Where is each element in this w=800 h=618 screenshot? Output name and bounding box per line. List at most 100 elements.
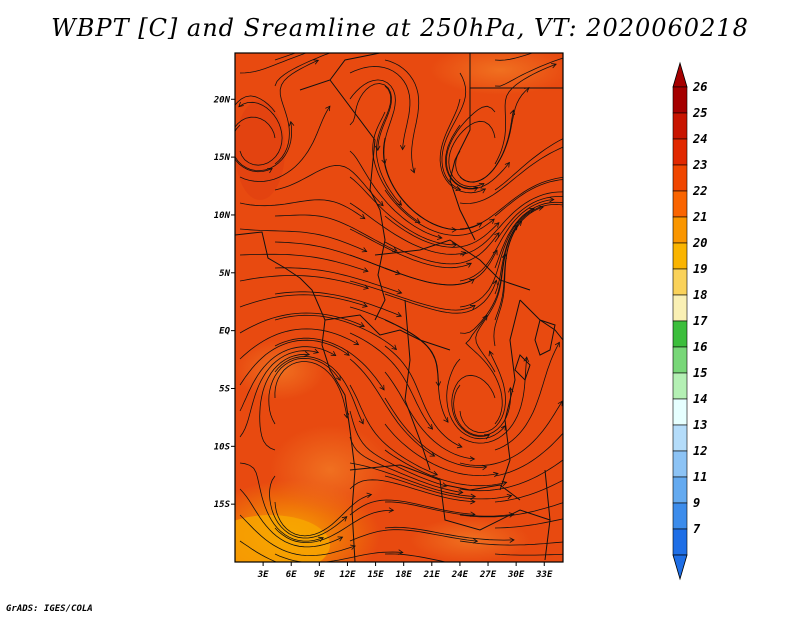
streamline-arrow: [396, 312, 402, 318]
streamline-arrow: [472, 186, 479, 192]
colorbar-swatch: [672, 190, 688, 218]
colorbar-swatch: [672, 294, 688, 322]
streamline: [494, 53, 534, 61]
colorbar-label: 14: [693, 392, 707, 406]
streamline-arrow: [288, 120, 295, 127]
colorbar-swatch: [672, 502, 688, 530]
streamline: [459, 176, 563, 230]
streamline: [459, 459, 563, 492]
streamline-arrow: [316, 47, 321, 52]
streamline-arrow: [543, 47, 548, 52]
streamline: [384, 345, 463, 448]
streamline: [239, 488, 343, 548]
streamline: [235, 95, 276, 113]
streamline-arrow: [391, 344, 398, 351]
streamline: [239, 199, 366, 219]
streamline-arrow: [493, 222, 500, 228]
streamline: [459, 146, 563, 205]
colorbar-swatch: [672, 164, 688, 192]
streamline: [274, 509, 394, 544]
streamline: [349, 384, 438, 476]
streamline-arrow: [567, 195, 572, 200]
streamline-arrow: [335, 375, 341, 382]
streamline-arrow: [410, 167, 416, 174]
streamline: [384, 449, 507, 487]
colorbar-label: 15: [693, 366, 707, 380]
colorbar-swatch: [672, 242, 688, 270]
streamline: [459, 502, 563, 518]
streamline-arrow: [362, 302, 368, 308]
lon-tick-label: 33E: [535, 570, 553, 580]
colorbar-swatch: [672, 476, 688, 504]
streamline: [349, 499, 475, 516]
streamline: [448, 120, 496, 188]
streamline: [274, 165, 384, 206]
streamline: [475, 253, 506, 373]
streamline: [349, 280, 476, 311]
streamline-arrow: [396, 289, 403, 295]
streamline: [384, 526, 515, 541]
lon-tick-label: 21E: [423, 570, 441, 580]
colorbar-label: 13: [693, 418, 707, 432]
streamline-arrow: [466, 262, 472, 268]
streamline: [494, 196, 563, 243]
streamline-arrow: [358, 418, 364, 425]
streamline-arrow: [379, 384, 385, 391]
streamline-arrow: [381, 158, 387, 165]
streamline-arrow: [238, 101, 244, 108]
wbpt-field: [235, 53, 563, 562]
streamline: [239, 462, 324, 542]
streamline: [384, 553, 448, 562]
streamline: [384, 371, 475, 460]
streamline: [494, 342, 560, 451]
streamline-arrow: [565, 539, 570, 544]
streamline-arrow: [568, 143, 573, 148]
colorbar-label: 11: [693, 470, 707, 484]
streamline: [259, 353, 310, 451]
colorbar-swatch: [672, 372, 688, 400]
streamline-arrow: [361, 247, 368, 253]
streamline: [235, 121, 293, 172]
lat-tick-label: 10N: [214, 211, 231, 221]
streamline: [239, 294, 368, 308]
streamline-arrow: [374, 145, 381, 152]
streamline-arrow: [566, 454, 571, 459]
streamline: [349, 83, 392, 151]
streamline-arrow: [508, 512, 515, 518]
streamline-arrow: [359, 322, 365, 328]
streamline: [274, 59, 319, 165]
streamline: [445, 105, 496, 189]
streamline: [349, 410, 447, 487]
streamline: [384, 501, 514, 517]
streamline-arrow: [470, 498, 476, 505]
streamline-arrow: [441, 482, 448, 488]
streamline: [349, 176, 457, 246]
colorbar-swatch: [672, 86, 688, 114]
colorbar-swatch: [672, 424, 688, 452]
streamline: [349, 228, 472, 269]
streamline: [274, 337, 385, 391]
streamline-arrow: [484, 434, 490, 440]
streamline: [384, 59, 420, 173]
streamline-arrow: [455, 185, 462, 192]
streamline-arrow: [549, 196, 555, 203]
streamline: [384, 189, 495, 236]
streamline-arrow: [566, 174, 570, 179]
streamline: [239, 105, 331, 182]
streamline-arrow: [313, 59, 320, 65]
streamline: [465, 315, 503, 425]
streamline: [494, 201, 563, 269]
streamline: [459, 199, 554, 282]
streamline: [239, 540, 278, 562]
streamline-arrow: [427, 424, 434, 430]
streamline: [459, 191, 563, 256]
colorbar-label: 12: [693, 444, 707, 458]
streamline: [239, 228, 367, 252]
lat-tick-label: 5N: [219, 269, 230, 279]
streamline: [494, 479, 563, 503]
streamline: [494, 432, 563, 477]
colorbar-label: 20: [692, 236, 707, 250]
streamline: [349, 529, 478, 542]
streamline: [274, 361, 348, 418]
streamline-arrow: [538, 205, 544, 211]
